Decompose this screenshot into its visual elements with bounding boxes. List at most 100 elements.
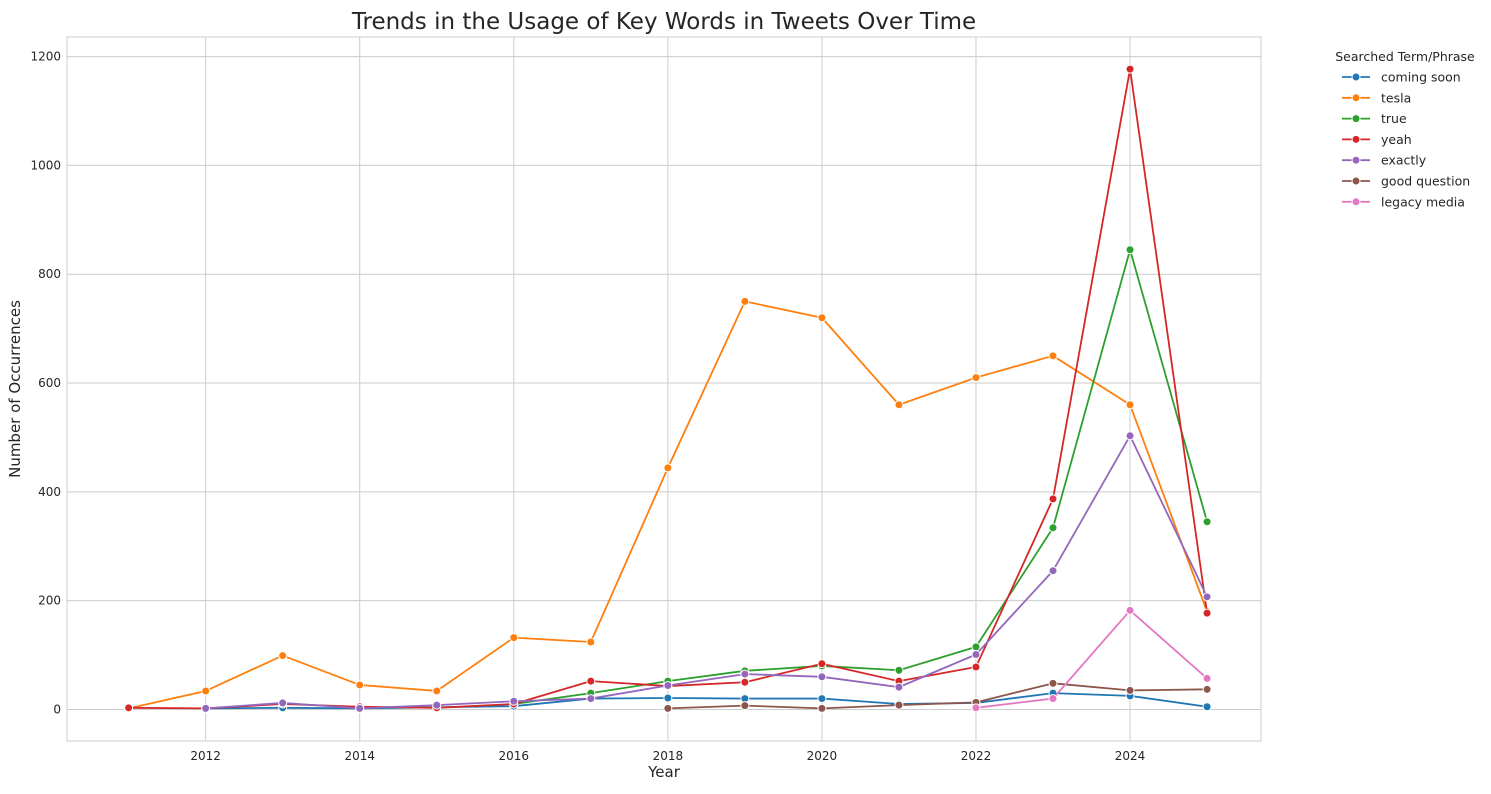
legend-item-legacy-media: legacy media: [1342, 194, 1465, 209]
data-point-yeah: [740, 677, 750, 687]
data-point-tesla: [201, 686, 211, 696]
series-good-question: [663, 678, 1212, 713]
data-point-coming-soon: [663, 693, 673, 703]
data-point-yeah: [817, 659, 827, 669]
legend-label: good question: [1381, 174, 1470, 189]
data-point-tesla: [278, 651, 288, 661]
series-line-exactly: [205, 434, 1208, 710]
plot-frame: [66, 36, 1262, 742]
x-tick-label: 2020: [807, 749, 838, 763]
data-point-yeah: [124, 703, 134, 713]
legend-marker: [1351, 155, 1361, 165]
y-tick-label: 1200: [30, 50, 61, 64]
series-line-good-question: [667, 682, 1208, 710]
legend-label: coming soon: [1381, 70, 1461, 85]
data-point-good-question: [740, 701, 750, 711]
data-point-exactly: [1125, 431, 1135, 441]
x-tick-label: 2012: [190, 749, 221, 763]
y-tick-label: 800: [38, 267, 61, 281]
data-point-true: [894, 665, 904, 675]
data-point-tesla: [432, 686, 442, 696]
data-point-tesla: [1048, 351, 1058, 361]
legend-item-yeah: yeah: [1342, 132, 1412, 147]
data-point-true: [1202, 517, 1212, 527]
data-point-yeah: [586, 676, 596, 686]
legend-marker: [1351, 93, 1361, 103]
x-tick-label: 2024: [1115, 749, 1146, 763]
legend-item-coming-soon: coming soon: [1342, 70, 1461, 85]
x-axis-label: Year: [647, 763, 681, 781]
y-axis-label: Number of Occurrences: [6, 300, 24, 478]
series-line-true: [513, 248, 1208, 705]
data-point-tesla: [663, 463, 673, 473]
data-point-yeah: [1202, 608, 1212, 618]
legend-label: exactly: [1381, 153, 1427, 168]
legend-item-true: true: [1342, 111, 1407, 126]
data-point-good-question: [1125, 685, 1135, 695]
data-point-exactly: [740, 669, 750, 679]
series-legacy-media: [971, 605, 1212, 713]
y-tick-label: 600: [38, 376, 61, 390]
data-point-good-question: [663, 703, 673, 713]
data-point-tesla: [971, 373, 981, 383]
data-point-tesla: [1125, 400, 1135, 410]
data-point-exactly: [509, 696, 519, 706]
x-tick-label: 2022: [961, 749, 992, 763]
series-layer: [124, 64, 1212, 713]
data-point-true: [1048, 523, 1058, 533]
legend-label: true: [1381, 111, 1407, 126]
data-point-good-question: [1202, 684, 1212, 694]
data-point-exactly: [817, 672, 827, 682]
legend-item-exactly: exactly: [1342, 153, 1427, 168]
x-tick-label: 2014: [344, 749, 375, 763]
legend-items: coming soon tesla true yeah exactly good ques…: [1342, 70, 1470, 209]
legend-marker: [1351, 197, 1361, 207]
legend-marker: [1351, 176, 1361, 186]
data-point-good-question: [817, 703, 827, 713]
x-tick-label: 2018: [653, 749, 684, 763]
legend: Searched Term/Phrase coming soon tesla tru…: [1335, 49, 1475, 209]
data-point-yeah: [1125, 64, 1135, 74]
data-point-legacy-media: [1048, 694, 1058, 704]
data-point-legacy-media: [1125, 605, 1135, 615]
data-point-tesla: [509, 633, 519, 643]
data-point-good-question: [894, 700, 904, 710]
data-point-exactly: [586, 694, 596, 704]
data-point-exactly: [894, 682, 904, 692]
legend-title: Searched Term/Phrase: [1335, 49, 1475, 64]
data-point-good-question: [1048, 678, 1058, 688]
legend-marker: [1351, 134, 1361, 144]
series-line-legacy-media: [975, 609, 1208, 709]
data-point-legacy-media: [971, 703, 981, 713]
data-point-exactly: [1202, 592, 1212, 602]
legend-item-good-question: good question: [1342, 174, 1470, 189]
data-point-legacy-media: [1202, 673, 1212, 683]
data-point-exactly: [663, 681, 673, 691]
grid: [67, 37, 1261, 741]
legend-marker: [1351, 72, 1361, 82]
chart-title: Trends in the Usage of Key Words in Twee…: [351, 9, 976, 35]
data-point-tesla: [586, 637, 596, 647]
data-point-coming-soon: [1202, 702, 1212, 712]
data-point-true: [1125, 245, 1135, 255]
y-tick-label: 1000: [30, 158, 61, 172]
data-point-exactly: [1048, 566, 1058, 576]
y-tick-label: 200: [38, 594, 61, 608]
data-point-exactly: [355, 703, 365, 713]
data-point-exactly: [278, 698, 288, 708]
data-point-exactly: [201, 703, 211, 713]
data-point-tesla: [817, 313, 827, 323]
series-tesla: [124, 296, 1212, 713]
data-point-tesla: [355, 680, 365, 690]
data-point-yeah: [1048, 494, 1058, 504]
y-axis-ticks: 0 200 400 600 800 1000 1200: [30, 50, 61, 717]
legend-item-tesla: tesla: [1342, 90, 1411, 105]
legend-label: yeah: [1381, 132, 1412, 147]
x-tick-label: 2016: [499, 749, 530, 763]
x-axis-ticks: 2012 2014 2016 2018 2020 2022 2024: [190, 749, 1145, 763]
legend-marker: [1351, 114, 1361, 124]
legend-label: tesla: [1381, 90, 1411, 105]
y-tick-label: 0: [53, 702, 61, 716]
